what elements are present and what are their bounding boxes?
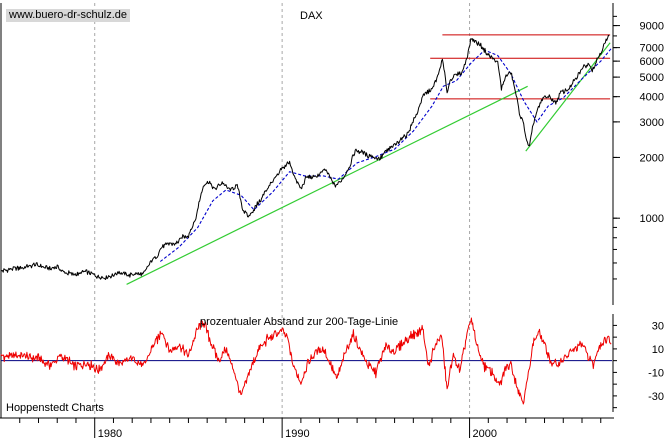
trend-lines — [126, 42, 611, 285]
right-tick-label-5000: 5000 — [640, 72, 664, 84]
chart-title: DAX — [300, 10, 323, 22]
trend-line-1 — [126, 85, 528, 285]
right-tick-label-1000: 1000 — [640, 213, 664, 225]
watermark: www.buero-dr-schulz.de — [6, 9, 130, 22]
x-tick-label-1980: 1980 — [98, 428, 122, 439]
osc-line — [0, 317, 612, 405]
osc-tick-label--30: -30 — [648, 391, 664, 403]
right-tick-label-3000: 3000 — [640, 117, 664, 129]
osc-title: prozentualer Abstand zur 200-Tage-Linie — [200, 316, 398, 328]
right-tick-label-2000: 2000 — [640, 152, 664, 164]
credit-label: Hoppenstedt Charts — [6, 402, 104, 414]
osc-tick-label--10: -10 — [648, 367, 664, 379]
osc-tick-label-10: 10 — [652, 344, 664, 356]
right-tick-label-9000: 9000 — [640, 21, 664, 33]
osc-series — [0, 317, 612, 405]
trend-line-2 — [525, 42, 611, 152]
right-tick-label-4000: 4000 — [640, 92, 664, 104]
ma200-line — [159, 47, 613, 262]
dax-series — [0, 34, 613, 280]
osc-tick-label-30: 30 — [652, 320, 664, 332]
x-tick-label-2000: 2000 — [473, 428, 497, 439]
x-tick-label-1990: 1990 — [285, 428, 309, 439]
dax-line — [0, 34, 610, 280]
right-tick-label-7000: 7000 — [640, 43, 664, 55]
right-tick-label-6000: 6000 — [640, 56, 664, 68]
vertical-gridlines — [94, 3, 471, 418]
bottom-axis: 1980 1990 2000 — [0, 417, 614, 439]
resistance-lines — [430, 34, 611, 100]
